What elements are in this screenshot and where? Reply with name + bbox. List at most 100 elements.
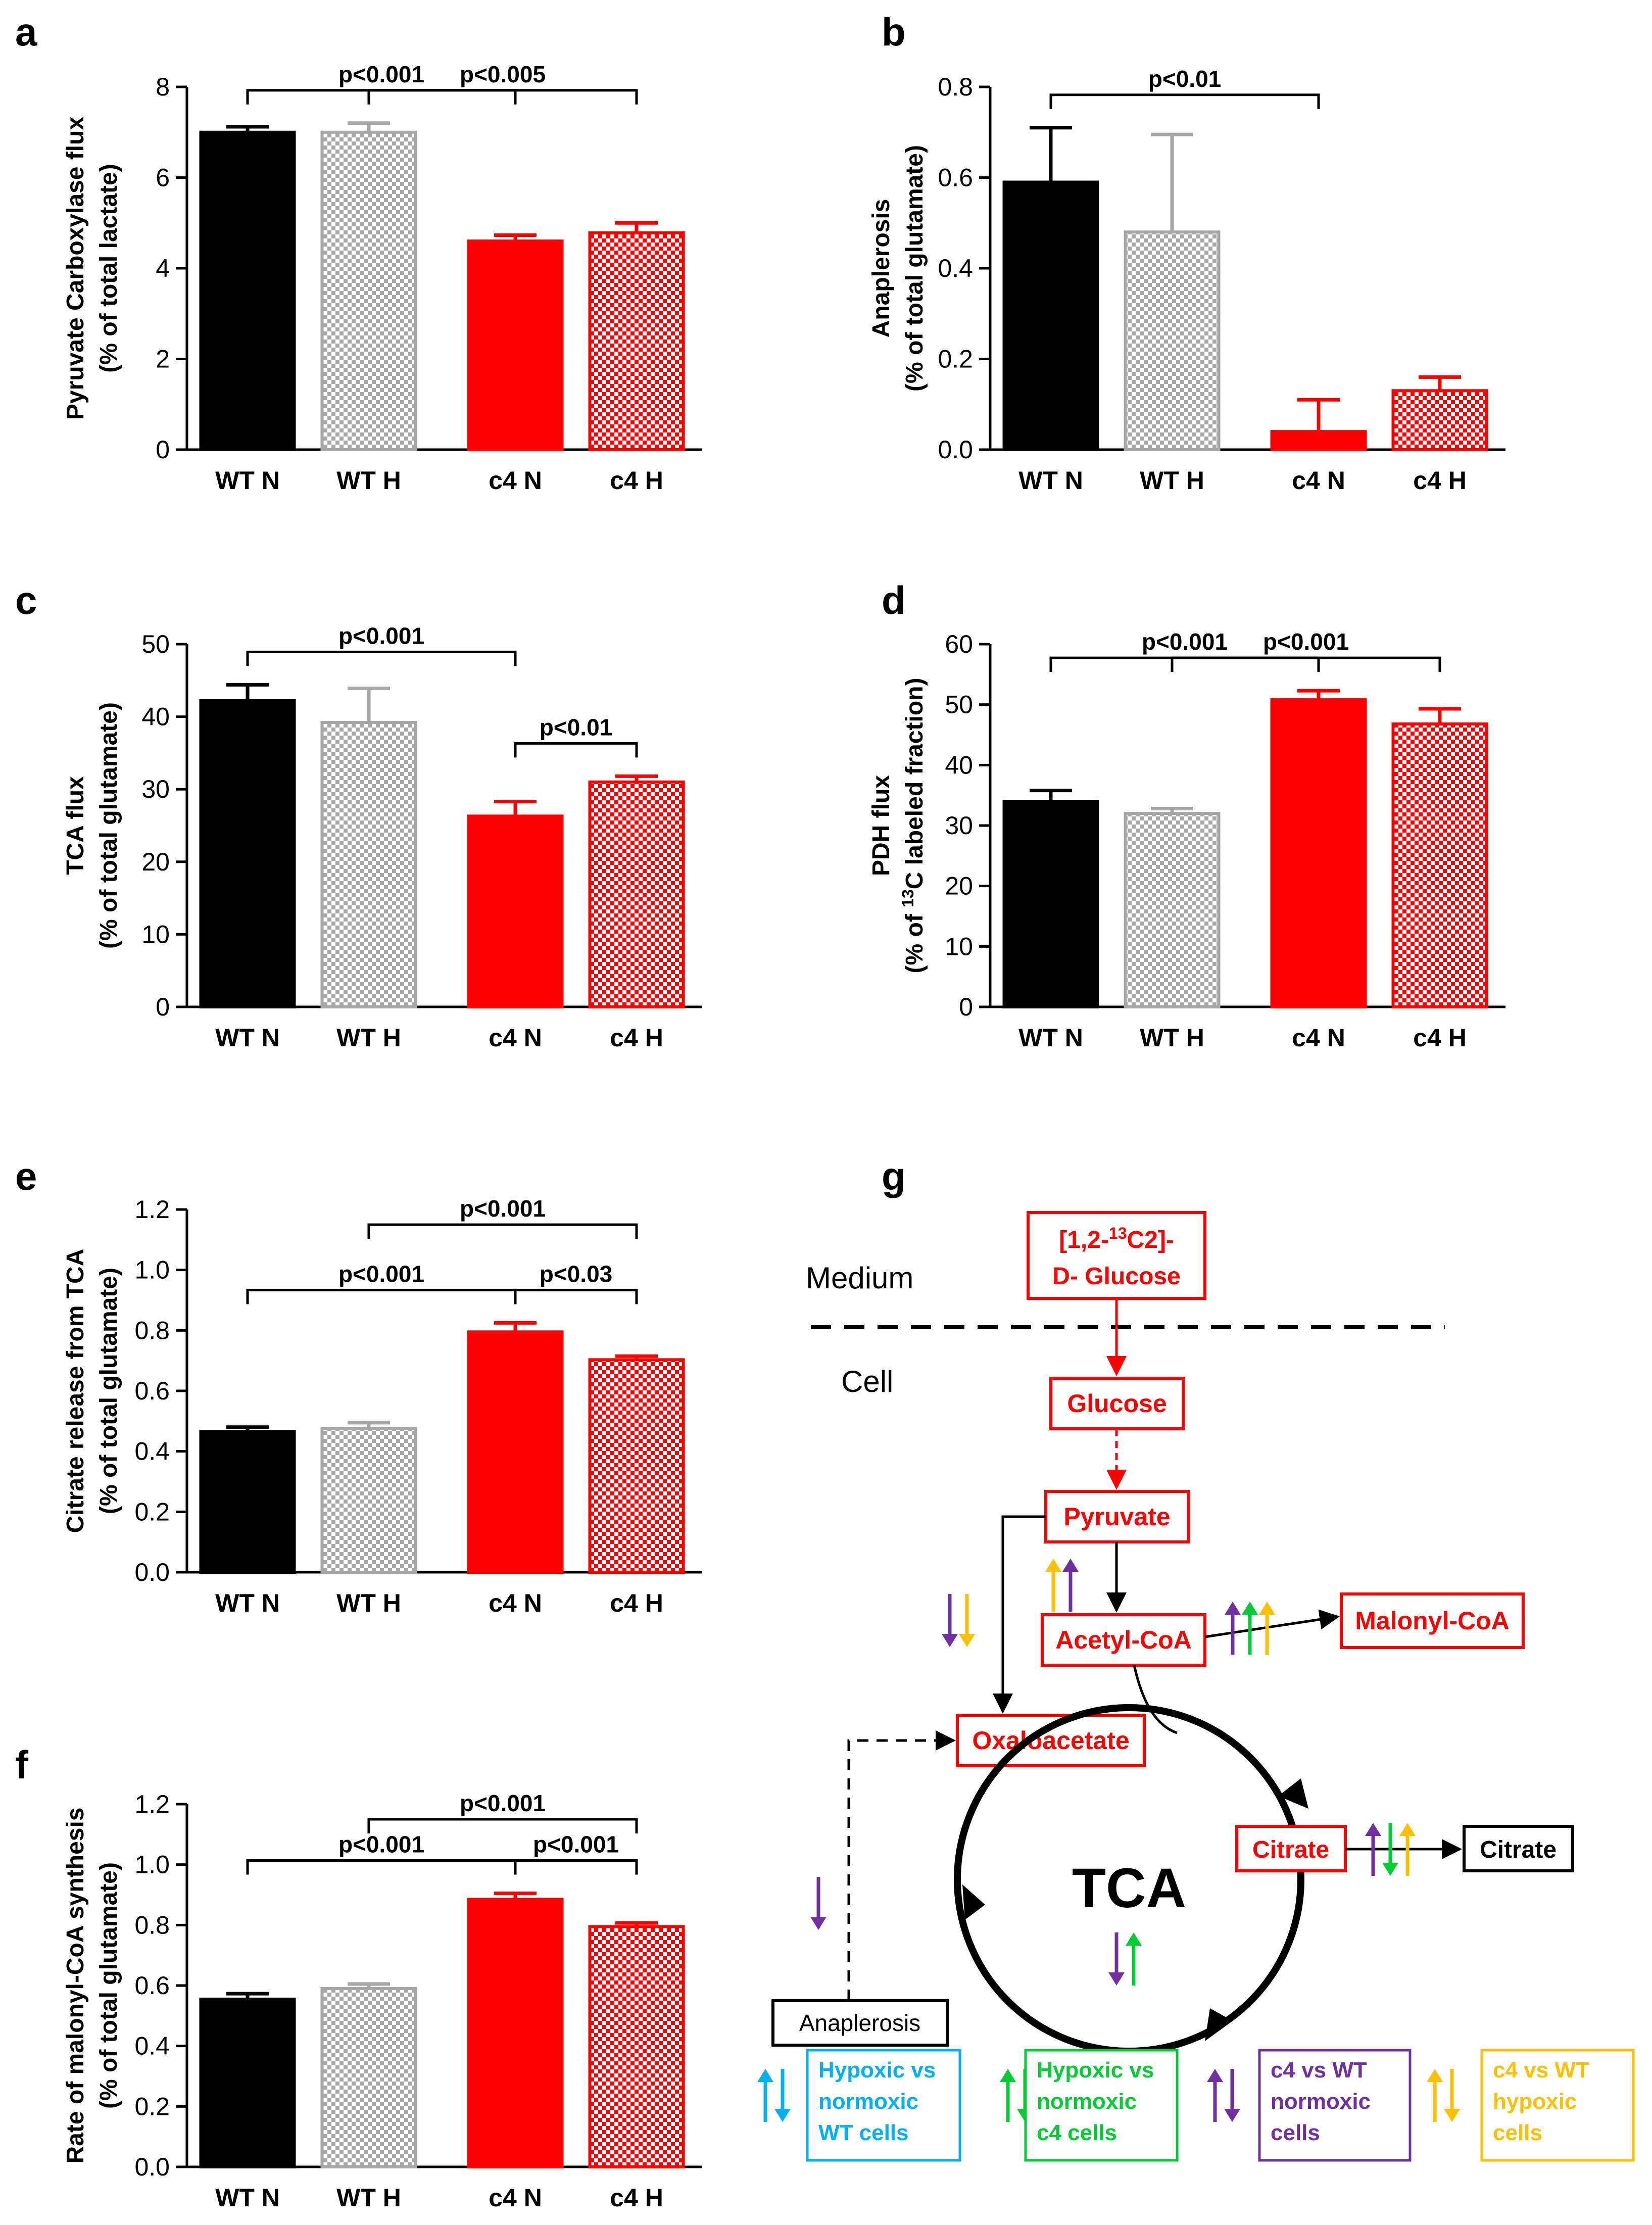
significance-bracket [514,1288,638,1304]
y-tick-label: 1.0 [134,1851,170,1879]
x-tick-label: WT H [336,1024,401,1052]
legend-box-purple [1258,2049,1412,2162]
panel-label-a: a [15,10,37,54]
x-tick-label: WT H [336,2184,401,2212]
legend-text-purple: c4 vs WT [1271,2058,1367,2083]
change-arrow-purple-up-head [1062,1559,1079,1572]
x-tick-label: WT H [336,1589,401,1617]
significance-label: p<0.001 [338,1261,424,1287]
x-tick-label: c4 H [1413,1024,1467,1052]
significance-bracket [246,650,517,666]
y-tick-label: 60 [945,630,973,658]
y-tick-label: 0.0 [134,2153,170,2181]
x-tick-label: WT H [336,466,401,495]
y-axis-label-line: (% of total glutamate) [95,1268,122,1514]
significance-bracket [1049,656,1320,672]
legend-text-green: c4 cells [1037,2120,1117,2145]
panel-label-d: d [882,578,906,622]
legend-box-green [1024,2049,1179,2162]
y-tick-label: 40 [141,703,170,731]
significance-label: p<0.001 [338,61,424,87]
bar-wt-n [199,699,296,1009]
y-tick-label: 10 [945,932,973,960]
y-tick-label: 30 [945,811,973,840]
bar-c4-n [467,239,564,451]
pyruvate-label: Pyruvate [1063,1503,1170,1531]
y-axis-label: Pyruvate Carboxylase flux (% of total lac… [62,117,122,420]
arrow-anaplerosis [847,1730,956,2001]
change-arrow-orange-up-head [1259,1602,1275,1615]
legend-text-orange: cells [1493,2120,1542,2145]
tca-label: TCA [1072,1857,1186,1919]
chart-panel-c: c 0 10 20 30 40 50 TCA flux (% of total glutamat… [15,578,702,1052]
y-tick-label: 0.2 [938,345,973,373]
bar-c4-h [588,231,685,451]
legend-text-cyan: WT cells [818,2120,909,2145]
significance-label: p<0.001 [1142,628,1228,655]
citrate-in-box [1235,1825,1347,1872]
x-tick-label: WT N [1018,466,1083,495]
x-tick-label: c4 H [610,2184,663,2212]
bar-wt-h [1124,230,1221,451]
y-axis-label-line: PDH flux [868,775,895,876]
y-tick-label: 8 [156,73,170,101]
significance-bracket [514,1859,638,1875]
arrow-acetyl-entry [1133,1665,1178,1734]
significance-bracket [514,742,638,758]
legend-arrow-down-purple-head [1224,2109,1240,2122]
y-axis-label: Rate of malonyl-CoA synthesis (% of total… [62,1807,122,2163]
y-tick-label: 0 [959,993,973,1021]
malonyl-coa-label: Malonyl-CoA [1355,1607,1510,1635]
change-arrow-orange-down-head [959,1634,975,1647]
acetyl-coa-box [1041,1613,1206,1667]
chart-panel-a: a 0 2 4 6 8 Pyruvate Carboxylase flux (% of tot… [15,10,702,495]
bar-c4-n [1270,430,1367,451]
y-tick-label: 0.4 [938,254,973,282]
panel-label-g: g [882,1154,906,1198]
oxaloacetate-label: Oxaloacetate [972,1726,1129,1755]
y-tick-label: 0.8 [134,1911,170,1939]
change-arrow-purple-down-head [810,1917,827,1930]
x-tick-label: c4 N [489,1024,542,1052]
change-arrow-green-up-head [1126,1932,1142,1946]
y-tick-label: 0.6 [938,164,973,192]
pathway-diagram: g Medium Cell [1,2-13C2]- D- Glucose Glucose P… [757,1154,1635,2162]
y-axis-label-line: Citrate release from TCA [62,1249,89,1533]
y-tick-label: 0 [156,436,170,464]
anaplerosis-label: Anaplerosis [799,2010,920,2036]
change-arrow-green-down-head [1382,1863,1398,1876]
arrow-malonyl-synthesis [1204,1609,1340,1638]
y-tick-label: 50 [945,691,973,719]
significance-label: p<0.001 [533,1831,619,1858]
legend-text-orange: hypoxic [1493,2089,1577,2114]
change-arrow-orange-up-head [1045,1559,1061,1572]
significance-bracket [367,1223,638,1239]
x-tick-label: c4 N [489,1589,542,1617]
legend-box-orange [1480,2049,1635,2162]
legend-arrow-up-orange-head [1427,2069,1443,2082]
y-tick-label: 0.8 [938,73,973,101]
y-axis-label: Anaplerosis (% of total glutamate) [868,145,928,392]
change-arrow-orange-up-head [1399,1823,1416,1836]
x-tick-label: WT N [215,1589,280,1617]
bar-c4-h [1391,722,1488,1008]
y-tick-label: 40 [945,751,973,779]
y-axis-label: PDH flux(% of 13C labeled fraction) [868,678,928,974]
x-tick-label: c4 H [610,1024,663,1052]
significance-bracket [1049,93,1320,109]
y-tick-label: 0.4 [134,2032,170,2060]
y-axis-label-line: (% of total glutamate) [901,145,928,392]
legend-text-green: normoxic [1037,2089,1137,2114]
legend-text-green: Hypoxic vs [1037,2058,1154,2083]
x-tick-label: WT H [1140,1024,1204,1052]
panel-label-f: f [15,1743,29,1787]
significance-label: p<0.001 [1263,628,1349,655]
y-axis-label-line: (% of total glutamate) [95,702,122,949]
anaplerosis-box [771,1999,949,2047]
glucose-source-label-line2: D- Glucose [1052,1263,1180,1290]
y-tick-label: 1.0 [134,1256,170,1284]
bar-wt-h [320,721,417,1008]
y-tick-label: 6 [156,164,170,192]
glucose-source-label: [1,2-13C2]- [1059,1224,1174,1253]
cycle-arrowhead [1205,2008,1233,2041]
